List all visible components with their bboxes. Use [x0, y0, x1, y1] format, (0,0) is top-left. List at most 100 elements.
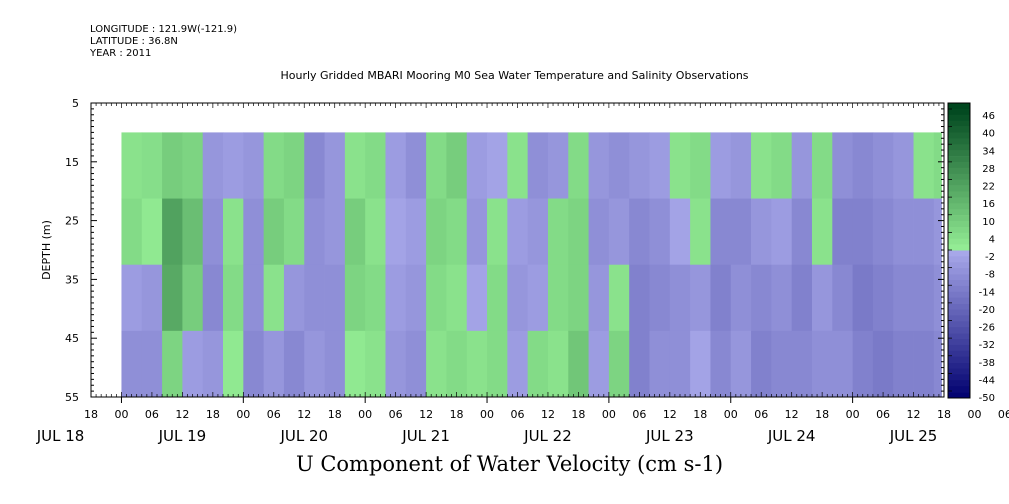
chart-title: Hourly Gridded MBARI Mooring M0 Sea Wate…	[280, 69, 749, 82]
heatmap-cell	[202, 132, 224, 199]
x-tick-label: 06	[267, 408, 281, 421]
heatmap-cell	[507, 330, 529, 398]
colorbar-swatch	[948, 120, 970, 127]
heatmap-cell	[690, 198, 711, 266]
heatmap-cell	[344, 330, 366, 398]
heatmap-cell	[751, 330, 772, 398]
heatmap-cell	[791, 264, 813, 332]
heatmap-cell	[608, 198, 630, 266]
y-axis: 5 15 25 35 45 55	[65, 97, 944, 404]
y-tick-label: 35	[65, 273, 79, 286]
heatmap-cell	[324, 264, 346, 332]
colorbar-swatch	[948, 185, 970, 192]
heatmap-cell	[710, 330, 732, 398]
colorbar-swatch	[948, 108, 970, 116]
heatmap-cell	[202, 198, 224, 266]
heatmap-cell	[121, 264, 143, 332]
heatmap-cell	[405, 330, 427, 398]
heatmap-cell	[649, 198, 671, 266]
heatmap-cell	[223, 330, 244, 398]
x-tick-label: 00	[480, 408, 494, 421]
x-tick-label: 06	[632, 408, 646, 421]
heatmap-cell	[588, 264, 610, 332]
colorbar-swatch	[948, 262, 970, 269]
x-day-label: JUL 20	[279, 427, 328, 445]
x-tick-label: 18	[450, 408, 464, 421]
heatmap-cell	[202, 264, 224, 332]
x-tick-label: 00	[602, 408, 616, 421]
heatmap-cell	[710, 132, 732, 199]
heatmap-cell	[304, 132, 325, 199]
colorbar-swatch	[948, 179, 970, 186]
colorbar-swatch	[948, 339, 970, 346]
colorbar-swatch	[948, 197, 970, 204]
x-axis: 18 00 06 12 18 00 06 12 18 00 06 12 18 00 06 12 18 00 06 12…	[36, 103, 1009, 445]
heatmap-cell	[893, 132, 914, 199]
heatmap-cell	[141, 132, 163, 199]
heatmap-cell	[791, 330, 813, 398]
colorbar-label: -32	[979, 340, 995, 351]
heatmap-cell	[669, 132, 691, 199]
heatmap-cell	[365, 132, 386, 199]
heatmap-cell	[811, 132, 833, 199]
x-tick-label: 06	[145, 408, 159, 421]
heatmap-cell	[832, 132, 854, 199]
x-tick-label: 00	[724, 408, 738, 421]
colorbar-swatch	[948, 291, 970, 298]
colorbar-label: -20	[979, 305, 995, 316]
heatmap-cell	[162, 132, 183, 199]
heatmap-cell	[466, 132, 488, 199]
heatmap-cell	[832, 198, 854, 266]
heatmap-cell	[690, 264, 711, 332]
x-tick-label: 06	[511, 408, 525, 421]
heatmap-cell	[324, 330, 346, 398]
heatmap-cell	[751, 132, 772, 199]
x-tick-label: 00	[236, 408, 250, 421]
x-tick-label: 06	[998, 408, 1009, 421]
colorbar-swatch	[948, 362, 970, 369]
x-tick-label: 12	[907, 408, 921, 421]
year-label: YEAR : 2011	[90, 48, 152, 59]
x-tick-label: 18	[328, 408, 342, 421]
heatmap-cell	[669, 330, 691, 398]
heatmap-cell	[933, 330, 942, 398]
colorbar-swatch	[948, 226, 970, 234]
heatmap-cell	[182, 132, 204, 199]
x-tick-label: 00	[967, 408, 981, 421]
heatmap-cell	[669, 198, 691, 266]
colorbar-label: 16	[982, 199, 995, 210]
heatmap-cell	[913, 132, 935, 199]
colorbar-swatch	[948, 144, 970, 151]
heatmap-cell	[730, 132, 752, 199]
colorbar-swatch	[948, 126, 970, 133]
heatmap-cell	[852, 198, 874, 266]
colorbar-swatch	[948, 274, 970, 281]
heatmap-cell	[487, 264, 508, 332]
heatmap-cell	[629, 330, 650, 398]
heatmap-cell	[162, 264, 183, 332]
heatmap-cell	[832, 264, 854, 332]
heatmap-cell	[771, 132, 793, 199]
heatmap-cell	[629, 132, 650, 199]
colorbar-label: 46	[982, 111, 995, 122]
colorbar-label: -2	[985, 252, 995, 263]
heatmap-cell	[913, 264, 935, 332]
colorbar-swatch	[948, 315, 970, 322]
heatmap-cell	[547, 198, 569, 266]
colorbar-swatch	[948, 374, 970, 381]
colorbar-swatch	[948, 280, 970, 287]
heatmap-cell	[811, 330, 833, 398]
colorbar-swatch	[948, 309, 970, 316]
heatmap-cell	[243, 132, 265, 199]
colorbar-swatch	[948, 221, 970, 228]
heatmap-cell	[446, 330, 468, 398]
heatmap-cell	[243, 330, 265, 398]
colorbar-swatch	[948, 215, 970, 222]
colorbar-label: -14	[979, 287, 995, 298]
colorbar-swatch	[948, 256, 970, 263]
colorbar-label: 34	[982, 146, 995, 157]
colorbar-label: 10	[982, 217, 995, 228]
colorbar-swatch	[948, 386, 970, 393]
heatmap-cell	[527, 330, 549, 398]
